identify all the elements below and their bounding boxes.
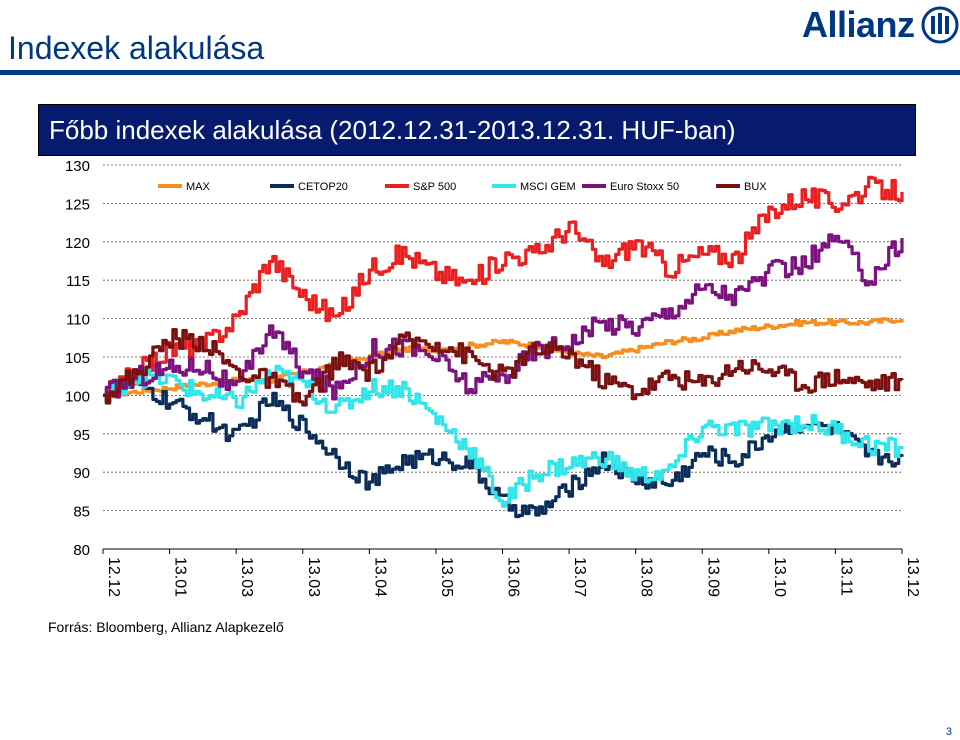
x-tick-label: 13.03 bbox=[238, 557, 255, 597]
allianz-logo: Allianz bbox=[802, 2, 959, 48]
y-tick-label: 100 bbox=[65, 388, 90, 405]
allianz-eagle-icon bbox=[921, 6, 959, 44]
page-number: 3 bbox=[945, 726, 952, 738]
x-tick-label: 13.08 bbox=[638, 557, 655, 597]
page-title: Indexek alakulása bbox=[8, 30, 265, 66]
y-tick-label: 95 bbox=[73, 427, 90, 444]
x-tick-label: 13.11 bbox=[837, 557, 854, 596]
series-line-max bbox=[103, 317, 904, 399]
series-line-s-p-500 bbox=[103, 175, 904, 399]
x-tick-label: 13.12 bbox=[904, 557, 921, 597]
x-tick-label: 13.05 bbox=[438, 557, 455, 597]
x-tick-label: 13.06 bbox=[505, 557, 522, 597]
y-tick-label: 80 bbox=[73, 542, 90, 559]
header-rule bbox=[0, 70, 960, 75]
y-tick-label: 120 bbox=[65, 235, 90, 252]
y-tick-label: 125 bbox=[65, 196, 90, 213]
logo-text: Allianz bbox=[802, 4, 915, 45]
legend-label: S&P 500 bbox=[413, 181, 456, 193]
x-tick-label: 12.12 bbox=[105, 557, 122, 597]
chart-title: Főbb indexek alakulása (2012.12.31-2013.… bbox=[38, 104, 916, 156]
index-line-chart: 80 85 90 95 100 105 110 115 120 125 130 12.12 13.01 1… bbox=[65, 158, 921, 597]
legend-label: MSCI GEM bbox=[520, 181, 576, 193]
series-line-euro-stoxx-50 bbox=[103, 233, 904, 401]
series-line-cetop20 bbox=[103, 375, 904, 519]
x-tick-label: 13.09 bbox=[704, 557, 721, 597]
x-tick-label: 13.03 bbox=[305, 557, 322, 597]
series-line-msci-gem bbox=[103, 364, 904, 508]
y-tick-label: 110 bbox=[66, 312, 90, 329]
legend-label: Euro Stoxx 50 bbox=[610, 181, 679, 193]
legend-label: BUX bbox=[744, 181, 767, 193]
source-note: Forrás: Bloomberg, Allianz Alapkezelő bbox=[48, 619, 284, 635]
y-tick-label: 85 bbox=[73, 504, 90, 521]
x-tick-label: 13.01 bbox=[172, 557, 189, 597]
series-line-bux bbox=[103, 328, 904, 407]
legend-label: CETOP20 bbox=[298, 181, 348, 193]
x-tick-label: 13.07 bbox=[571, 557, 588, 597]
y-tick-label: 105 bbox=[65, 350, 90, 367]
y-tick-label: 90 bbox=[73, 465, 90, 482]
legend-label: MAX bbox=[186, 181, 211, 193]
x-tick-label: 13.10 bbox=[771, 557, 788, 597]
y-tick-label: 115 bbox=[66, 273, 90, 290]
y-tick-label: 130 bbox=[65, 158, 90, 175]
x-tick-label: 13.04 bbox=[371, 557, 388, 597]
